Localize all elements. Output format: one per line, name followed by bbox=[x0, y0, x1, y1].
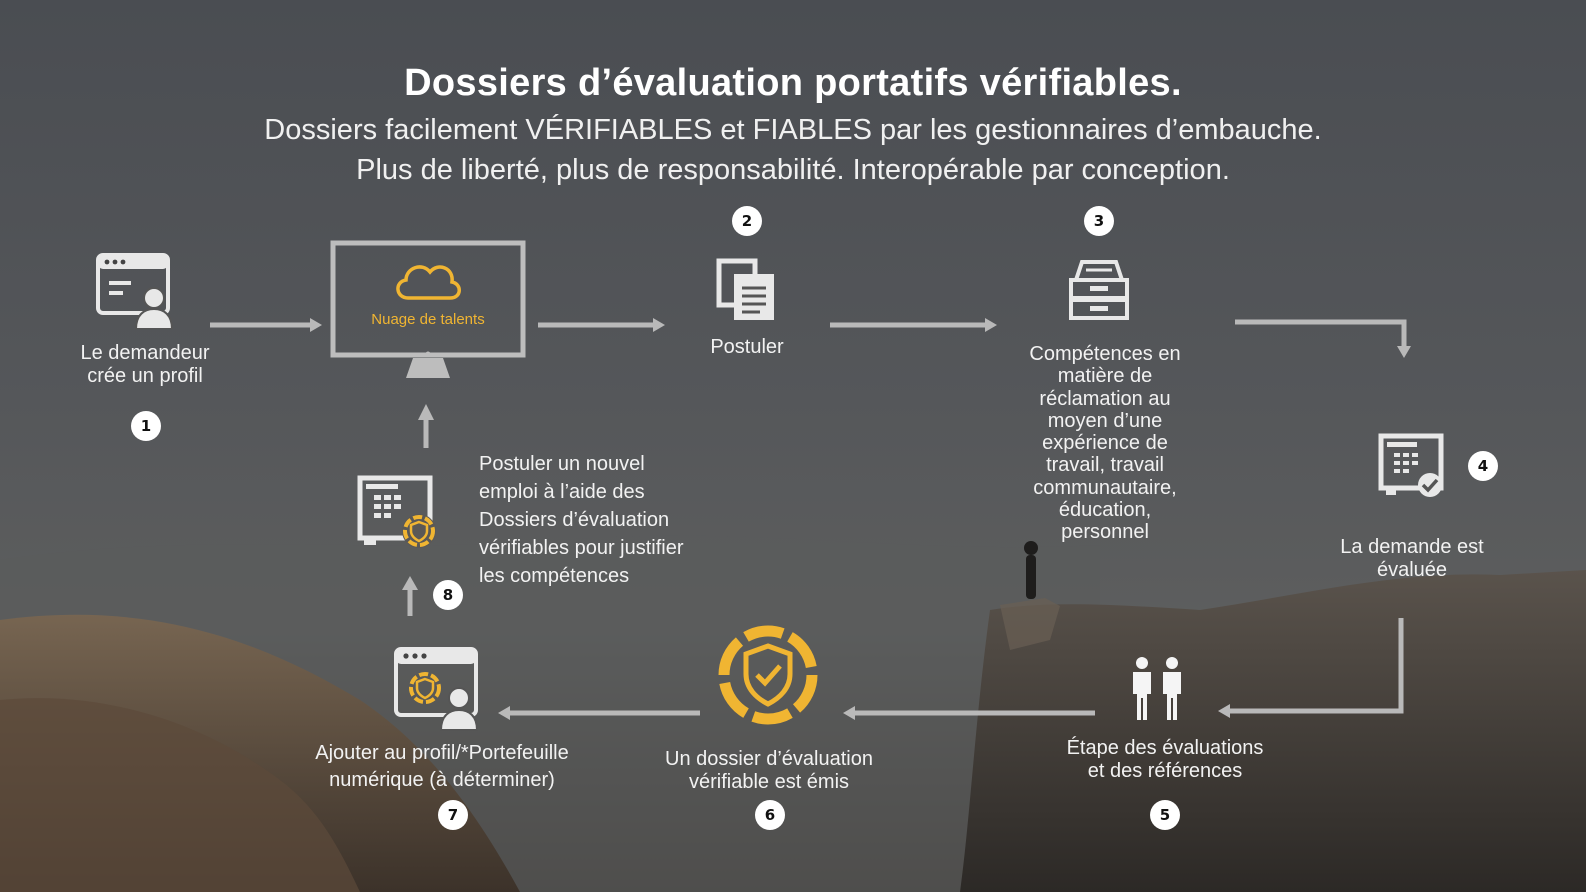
arrow-4-to-5 bbox=[1230, 618, 1404, 714]
step-7-badge: 7 bbox=[438, 800, 468, 830]
step-1-badge: 1 bbox=[131, 411, 161, 441]
step-8-badge: 8 bbox=[433, 580, 463, 610]
step-4-label-line-1: La demande est bbox=[1340, 536, 1484, 558]
step-3-label-line-3: réclamation au bbox=[1039, 387, 1171, 410]
step-5-label-line-2: et des références bbox=[1087, 760, 1243, 782]
step-6-badge: 6 bbox=[755, 800, 785, 830]
step-1-label-line-2: crée un profil bbox=[87, 365, 203, 387]
step-8-label-line-3: Dossiers d’évaluation bbox=[479, 509, 670, 531]
subtitle-line-2: Plus de liberté, plus de responsabilité.… bbox=[356, 154, 1230, 186]
step-3-label-line-6: travail, travail bbox=[1046, 454, 1164, 477]
step-8-label-line-5: les compétences bbox=[479, 565, 630, 587]
step-4-badge: 4 bbox=[1468, 451, 1498, 481]
step-5-label-line-1: Étape des évaluations bbox=[1066, 737, 1264, 759]
browser-user-icon bbox=[96, 253, 174, 329]
cloud-label: Nuage de talents bbox=[371, 311, 485, 328]
step-4-label-line-2: évaluée bbox=[1376, 559, 1448, 581]
arrow-3-to-4 bbox=[1235, 319, 1407, 348]
step-8-label-line-1: Postuler un nouvel bbox=[479, 453, 645, 475]
step-8-label-line-4: vérifiables pour justifier bbox=[479, 537, 684, 559]
step-3-label-line-1: Compétences en bbox=[1029, 343, 1181, 365]
documents-icon bbox=[716, 258, 778, 322]
step-3-label-line-5: expérience de bbox=[1042, 432, 1168, 455]
screen-checkmark-icon bbox=[1378, 433, 1448, 499]
subtitle-line-1: Dossiers facilement VÉRIFIABLES et FIABL… bbox=[264, 114, 1322, 146]
two-people-icon bbox=[1130, 656, 1186, 722]
step-7-label-line-2: numérique (à déterminer) bbox=[329, 769, 555, 791]
step-3-label-line-4: moyen d’une bbox=[1047, 409, 1163, 432]
step-2-badge: 2 bbox=[732, 206, 762, 236]
shield-badge-icon bbox=[714, 622, 822, 728]
step-3-label-line-7: communautaire, bbox=[1033, 476, 1177, 499]
step-1-label-line-1: Le demandeur bbox=[80, 342, 210, 364]
file-cabinet-icon bbox=[1068, 258, 1130, 322]
step-6-label-line-2: vérifiable est émis bbox=[688, 771, 850, 793]
page-title: Dossiers d’évaluation portatifs vérifiab… bbox=[404, 62, 1182, 104]
step-3-badge: 3 bbox=[1084, 206, 1114, 236]
step-8-label-line-2: emploi à l’aide des bbox=[479, 481, 645, 503]
screen-badge-icon bbox=[356, 474, 440, 552]
step-5-badge: 5 bbox=[1150, 800, 1180, 830]
step-6-label-line-1: Un dossier d’évaluation bbox=[665, 748, 873, 770]
monitor-cloud-icon bbox=[330, 240, 526, 385]
step-3-label-line-9: personnel bbox=[1061, 521, 1149, 544]
step-2-label: Postuler bbox=[710, 336, 784, 358]
step-7-label-line-1: Ajouter au profil/*Portefeuille bbox=[315, 742, 569, 764]
step-3-label-line-8: éducation, bbox=[1058, 499, 1152, 522]
step-3-label-line-2: matière de bbox=[1057, 365, 1153, 388]
browser-badge-user-icon bbox=[393, 646, 481, 732]
